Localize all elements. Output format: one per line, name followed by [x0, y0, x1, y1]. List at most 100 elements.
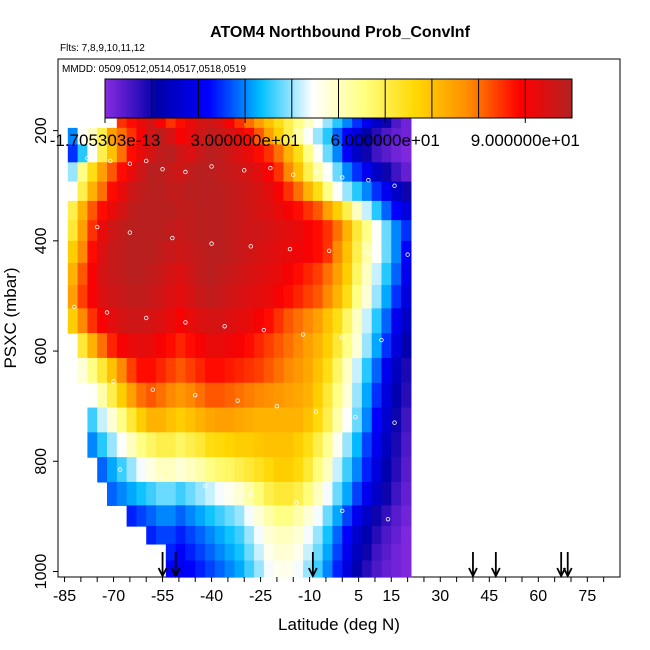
heat-cell [185, 181, 196, 202]
heat-cell [126, 200, 138, 221]
heat-cell [116, 144, 128, 163]
heat-cell [293, 220, 304, 242]
heat-cell [87, 127, 98, 146]
heat-cell [165, 481, 177, 506]
heat-cell [401, 262, 412, 286]
heat-cell [146, 262, 157, 286]
heat-cell [293, 181, 304, 202]
heat-cell [195, 543, 206, 562]
heat-cell [126, 382, 138, 409]
sample-point [421, 189, 427, 194]
heat-cell [107, 200, 118, 221]
heat-cell [273, 560, 285, 578]
heat-cell [283, 284, 294, 309]
heat-cell [77, 357, 89, 384]
heat-cell [293, 308, 304, 334]
heat-cell [361, 284, 373, 309]
heat-cell [254, 181, 265, 202]
sample-point [405, 252, 410, 257]
heat-cell [342, 262, 353, 286]
heat-cell [195, 284, 206, 309]
heat-cell [116, 407, 128, 433]
heat-cell [391, 560, 402, 578]
heat-cell [224, 543, 236, 562]
heat-cell [214, 382, 226, 409]
heat-cell [283, 457, 294, 483]
sample-point [585, 235, 590, 241]
heat-cell [342, 240, 353, 264]
heat-cell [205, 262, 216, 286]
heat-cell [263, 357, 275, 384]
sample-point [209, 164, 214, 169]
sample-point [594, 555, 600, 560]
heat-cell [342, 432, 353, 458]
heat-cell [332, 407, 343, 433]
heat-cell [283, 382, 294, 409]
heat-cell [342, 220, 353, 242]
heat-cell [107, 432, 118, 458]
heat-cell [381, 382, 392, 409]
heat-cell [381, 262, 392, 286]
heat-cell [107, 333, 118, 359]
heat-cell [381, 284, 392, 309]
heat-cell [234, 162, 245, 183]
colorbar-tick-label: -1.705303e-13 [50, 131, 161, 150]
heat-cell [381, 560, 392, 578]
heat-cell [185, 200, 196, 221]
heat-cell [136, 284, 147, 309]
heat-cell [234, 262, 245, 286]
heat-cell [322, 200, 334, 221]
heat-cell [254, 162, 265, 183]
heat-cell [332, 162, 343, 183]
heat-cell [391, 284, 402, 309]
heat-cell [352, 308, 363, 334]
heat-cell [156, 144, 167, 163]
heat-cell [371, 284, 383, 309]
heat-cell [136, 457, 147, 483]
heat-cell [303, 407, 314, 433]
heat-cell [371, 526, 383, 545]
sample-point [291, 172, 296, 177]
heat-cell [107, 181, 118, 202]
heat-cell [312, 284, 324, 309]
heat-cell [303, 505, 314, 527]
heat-cell [185, 162, 196, 183]
heat-cell [67, 308, 79, 334]
heat-cell [381, 308, 392, 334]
heat-cell [97, 200, 108, 221]
heat-cell [165, 162, 177, 183]
heat-cell [371, 432, 383, 458]
x-tick-label: -55 [151, 588, 174, 605]
heat-cell [312, 200, 324, 221]
heat-cell [146, 162, 157, 183]
heat-cell [361, 357, 373, 384]
heat-cell [205, 457, 216, 483]
heat-cell [381, 200, 392, 221]
heat-cell [77, 181, 89, 202]
heat-cell [116, 284, 128, 309]
sample-point [193, 392, 198, 398]
heat-cell [97, 144, 108, 163]
heat-cell [185, 526, 196, 545]
heat-cell [293, 284, 304, 309]
heat-cell [263, 240, 275, 264]
heat-cell [234, 457, 245, 483]
heat-cell [185, 240, 196, 264]
heat-cell [165, 308, 177, 334]
heat-cell [332, 526, 343, 545]
heat-cell [273, 240, 285, 264]
heat-cell [87, 308, 98, 334]
sample-point [209, 241, 214, 246]
heat-cell [195, 240, 206, 264]
heat-cell [136, 505, 147, 527]
heat-cell [146, 382, 157, 409]
heat-cell [263, 111, 275, 129]
colorbar-tick-label: 9.000000e+01 [471, 131, 580, 150]
heat-cell [371, 457, 383, 483]
heat-cell [195, 432, 206, 458]
heat-cell [126, 481, 138, 506]
y-tick-label: 1000 [33, 554, 50, 590]
heat-cell [214, 526, 226, 545]
heat-cell [224, 181, 236, 202]
heat-cell [224, 127, 236, 146]
